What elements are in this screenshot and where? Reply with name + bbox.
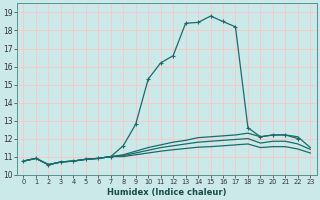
X-axis label: Humidex (Indice chaleur): Humidex (Indice chaleur)	[107, 188, 227, 197]
